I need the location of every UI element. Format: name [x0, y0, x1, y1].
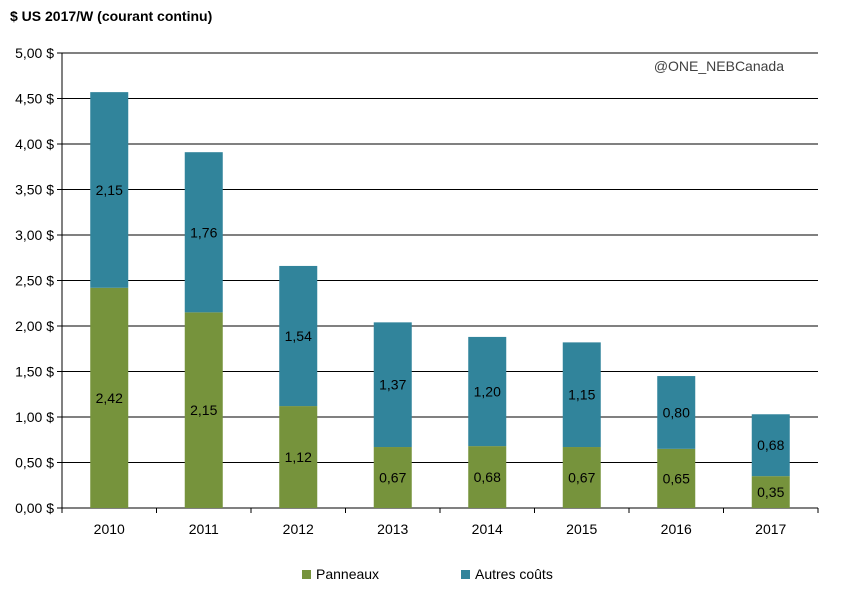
legend-swatch-autres-couts: [461, 569, 470, 579]
legend: Panneaux Autres coûts: [0, 566, 846, 588]
x-tick-label: 2012: [283, 521, 314, 537]
data-label: 1,76: [190, 224, 217, 240]
data-label: 2,15: [96, 182, 123, 198]
bar-autres-couts: [279, 265, 318, 407]
data-label: 0,35: [757, 484, 784, 500]
legend-label-panneaux: Panneaux: [316, 566, 380, 582]
bar-panneaux: [279, 406, 318, 508]
bar-panneaux: [90, 287, 129, 508]
bar-panneaux: [751, 476, 790, 508]
data-label: 0,80: [663, 404, 690, 420]
y-tick-label: 5,00 $: [15, 45, 54, 61]
data-label: 0,67: [379, 470, 406, 486]
bar-autres-couts: [751, 414, 790, 477]
y-tick-label: 3,00 $: [15, 227, 54, 243]
data-label: 2,42: [96, 390, 123, 406]
bar-panneaux: [562, 447, 601, 508]
data-label: 0,68: [757, 437, 784, 453]
x-tick-label: 2015: [566, 521, 597, 537]
data-label: 1,12: [285, 449, 312, 465]
bar-panneaux: [657, 448, 696, 508]
bar-autres-couts: [562, 342, 601, 448]
data-label: 1,15: [568, 387, 595, 403]
watermark: @ONE_NEBCanada: [653, 58, 784, 74]
y-tick-label: 4,00 $: [15, 136, 54, 152]
x-tick-label: 2017: [755, 521, 786, 537]
x-tick-label: 2013: [377, 521, 408, 537]
bar-autres-couts: [90, 92, 129, 288]
data-label: 0,68: [474, 469, 501, 485]
y-tick-label: 0,00 $: [15, 500, 54, 516]
data-label: 1,20: [474, 384, 501, 400]
legend-label-autres-couts: Autres coûts: [475, 566, 553, 582]
legend-item-panneaux: Panneaux: [302, 566, 379, 582]
bar-panneaux: [373, 447, 412, 508]
legend-swatch-panneaux: [302, 569, 311, 579]
y-tick-label: 2,00 $: [15, 318, 54, 334]
y-tick-label: 1,00 $: [15, 409, 54, 425]
y-tick-label: 1,50 $: [15, 364, 54, 380]
x-tick-label: 2010: [94, 521, 125, 537]
data-label: 0,67: [568, 470, 595, 486]
bar-autres-couts: [657, 376, 696, 449]
y-tick-label: 2,50 $: [15, 273, 54, 289]
bar-autres-couts: [373, 322, 412, 448]
x-tick-label: 2014: [472, 521, 503, 537]
y-tick-label: 3,50 $: [15, 182, 54, 198]
y-tick-label: 0,50 $: [15, 455, 54, 471]
x-tick-label: 2016: [661, 521, 692, 537]
x-tick-label: 2011: [189, 521, 219, 537]
bar-panneaux: [468, 446, 507, 508]
bar-autres-couts: [184, 152, 223, 313]
legend-item-autres-couts: Autres coûts: [461, 566, 553, 582]
y-axis-title: $ US 2017/W (courant continu): [10, 8, 213, 24]
bar-autres-couts: [468, 336, 507, 447]
y-tick-label: 4,50 $: [15, 91, 54, 107]
data-label: 1,54: [285, 328, 312, 344]
bar-panneaux: [184, 312, 223, 508]
data-label: 2,15: [190, 402, 217, 418]
data-label: 0,65: [663, 470, 690, 486]
data-label: 1,37: [379, 377, 406, 393]
